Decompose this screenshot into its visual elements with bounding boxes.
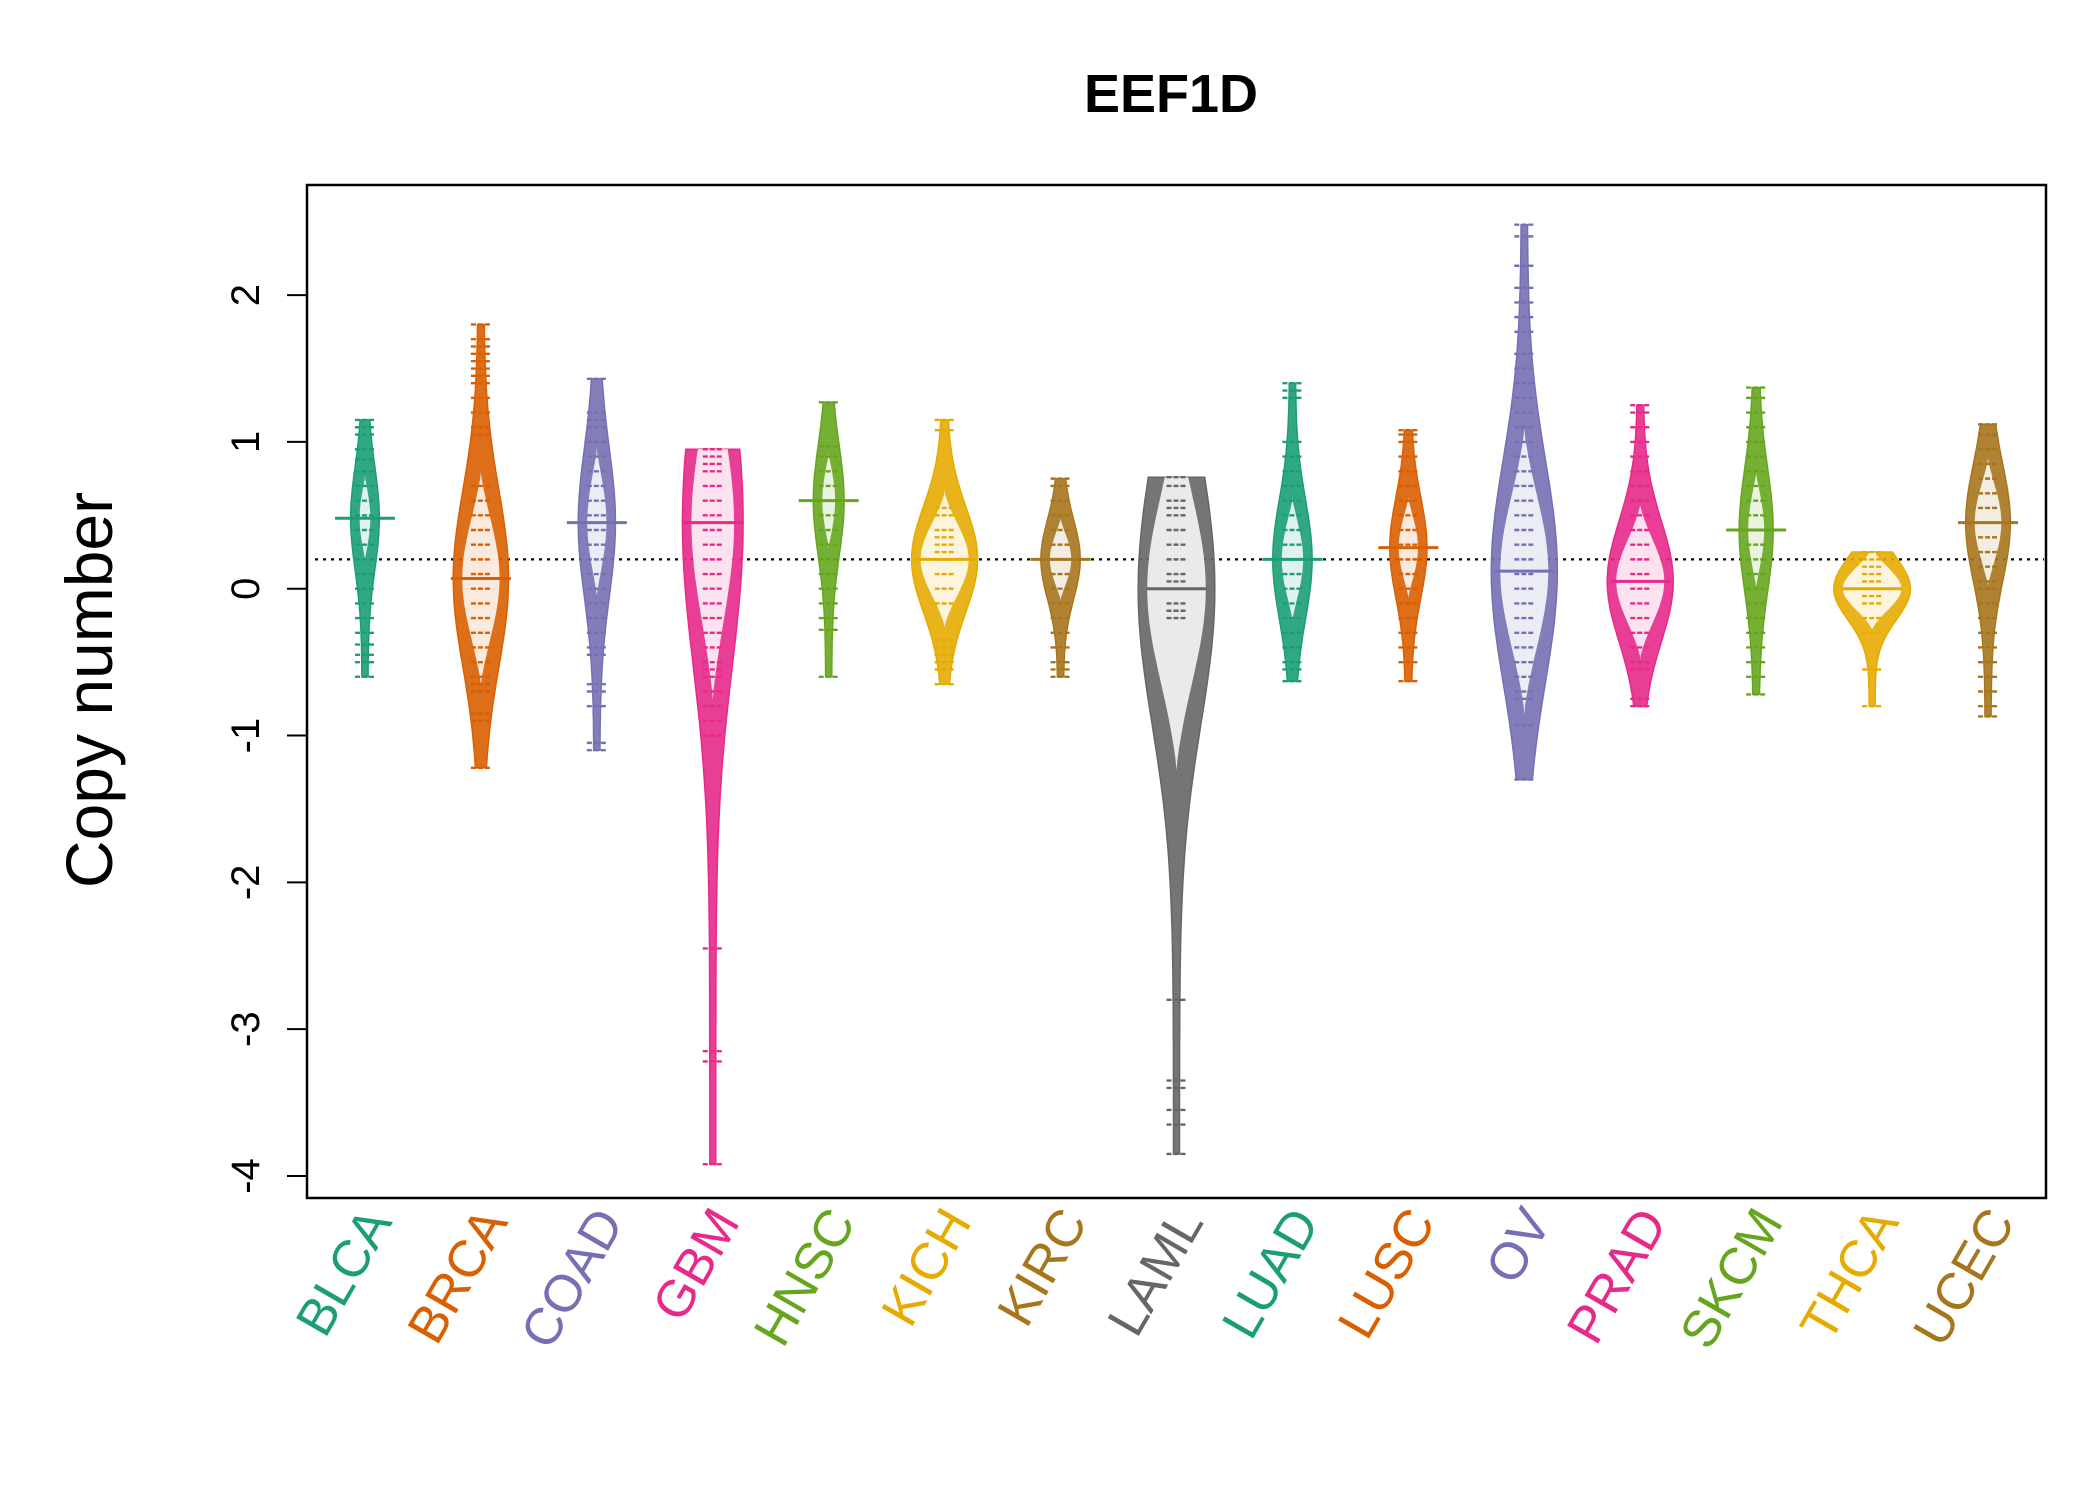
y-tick-label-0: -4 — [224, 1158, 268, 1194]
x-tick-label-coad: COAD — [510, 1199, 635, 1358]
x-tick-label-hnsc: HNSC — [743, 1199, 867, 1356]
x-tick-label-skcm: SKCM — [1669, 1199, 1794, 1358]
bean-core-coad — [587, 378, 607, 751]
bean-core-gbm — [691, 449, 735, 1165]
y-tick-label-6: 2 — [224, 284, 268, 306]
x-tick-label-lusc: LUSC — [1327, 1199, 1447, 1348]
x-tick-label-kich: KICH — [871, 1199, 983, 1336]
bean-core-ov — [1500, 224, 1549, 780]
x-tick-label-luad: LUAD — [1211, 1199, 1331, 1348]
bean-core-hnsc — [822, 402, 836, 677]
bean-core-luad — [1281, 383, 1304, 682]
bean-core-lusc — [1398, 430, 1418, 682]
bean-core-blca — [359, 419, 371, 677]
chart-title: EEF1D — [1084, 64, 1258, 124]
x-tick-label-prad: PRAD — [1556, 1199, 1678, 1353]
x-tick-label-gbm: GBM — [642, 1199, 751, 1331]
y-tick-label-3: -1 — [224, 718, 268, 754]
x-tick-label-brca: BRCA — [397, 1199, 520, 1353]
plot-frame — [305, 183, 2048, 1200]
y-tick-label-4: 0 — [224, 578, 268, 600]
x-tick-label-ucec: UCEC — [1903, 1199, 2027, 1356]
y-tick-label-2: -2 — [224, 865, 268, 901]
x-tick-label-ov: OV — [1475, 1199, 1563, 1293]
bean-core-brca — [462, 324, 500, 768]
x-tick-label-kirc: KIRC — [987, 1199, 1099, 1336]
bean-core-skcm — [1748, 387, 1765, 695]
bean-core-laml — [1147, 477, 1206, 1154]
y-tick-label-5: 1 — [224, 431, 268, 453]
bean-core-prad — [1616, 405, 1665, 707]
bean-gbm — [681, 448, 744, 1165]
x-tick-label-blca: BLCA — [285, 1199, 403, 1346]
y-tick-label-1: -3 — [224, 1011, 268, 1047]
x-tick-label-laml: LAML — [1097, 1199, 1215, 1346]
y-axis-label: Copy number — [52, 492, 126, 888]
bean-core-kirc — [1049, 478, 1072, 677]
bean-core-thca — [1842, 552, 1902, 707]
x-tick-label-thca: THCA — [1789, 1199, 1910, 1351]
bean-core-ucec — [1974, 424, 2002, 717]
